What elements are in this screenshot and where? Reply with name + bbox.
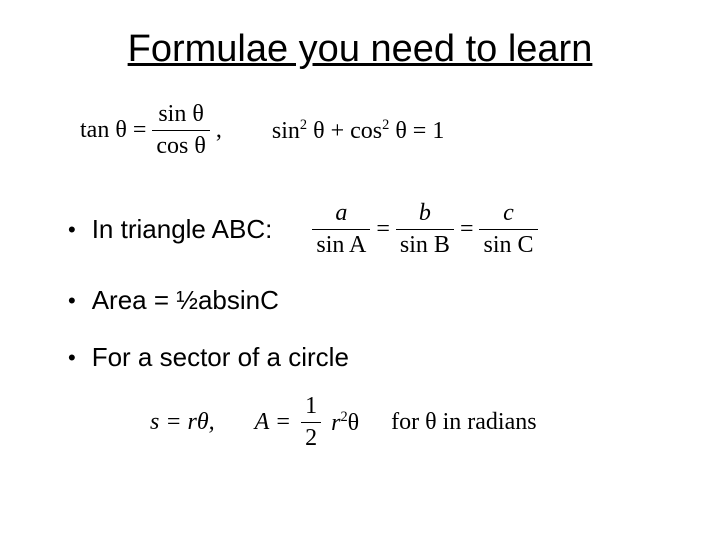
sine-sinA: sin A	[312, 229, 370, 259]
bullet-list: In triangle ABC: a sin A = b sin B = c s…	[60, 200, 660, 373]
bullet-area-text: Area = ½absinC	[92, 285, 279, 316]
tan-comma: ,	[216, 117, 222, 144]
sine-frac-b: b sin B	[396, 200, 454, 259]
half-num: 1	[301, 393, 321, 422]
sin-text: sin	[272, 118, 300, 144]
sine-frac-c: c sin C	[479, 200, 537, 259]
sine-eq2: =	[460, 216, 474, 243]
sector-formula: s = rθ, A = 1 2 r2θ for θ in radians	[150, 393, 660, 452]
tan-formula: tan θ = sin θ cos θ ,	[80, 101, 222, 160]
sin-exp: 2	[300, 117, 307, 133]
r-exp: 2	[340, 409, 347, 425]
sine-rule: a sin A = b sin B = c sin C	[312, 200, 537, 259]
area-lhs: A =	[255, 409, 291, 436]
sine-b: b	[415, 200, 435, 229]
tan-num: sin θ	[154, 101, 208, 130]
sine-a: a	[331, 200, 351, 229]
sine-eq1: =	[376, 216, 390, 243]
tan-fraction: sin θ cos θ	[152, 101, 210, 160]
mid-text: θ + cos	[307, 118, 382, 144]
sine-frac-a: a sin A	[312, 200, 370, 259]
sector-tail: for θ in radians	[391, 409, 536, 436]
formula-row-identities: tan θ = sin θ cos θ , sin2 θ + cos2 θ = …	[80, 101, 660, 160]
theta-text: θ	[348, 410, 360, 436]
r2theta: r2θ	[331, 409, 359, 437]
bullet-triangle: In triangle ABC: a sin A = b sin B = c s…	[60, 200, 660, 259]
tan-lhs: tan θ =	[80, 117, 146, 144]
bullet-triangle-text: In triangle ABC:	[92, 214, 273, 245]
arc-formula: s = rθ,	[150, 409, 215, 436]
half-den: 2	[301, 422, 321, 452]
bullet-area: Area = ½absinC	[60, 285, 660, 316]
sine-c: c	[499, 200, 518, 229]
pythag-identity: sin2 θ + cos2 θ = 1	[272, 117, 444, 145]
half-fraction: 1 2	[301, 393, 321, 452]
bullet-sector-text: For a sector of a circle	[92, 342, 349, 373]
tail-text: θ = 1	[389, 118, 444, 144]
slide-title: Formulae you need to learn	[60, 28, 660, 71]
bullet-sector: For a sector of a circle	[60, 342, 660, 373]
tan-den: cos θ	[152, 130, 210, 160]
sine-sinB: sin B	[396, 229, 454, 259]
sine-sinC: sin C	[479, 229, 537, 259]
